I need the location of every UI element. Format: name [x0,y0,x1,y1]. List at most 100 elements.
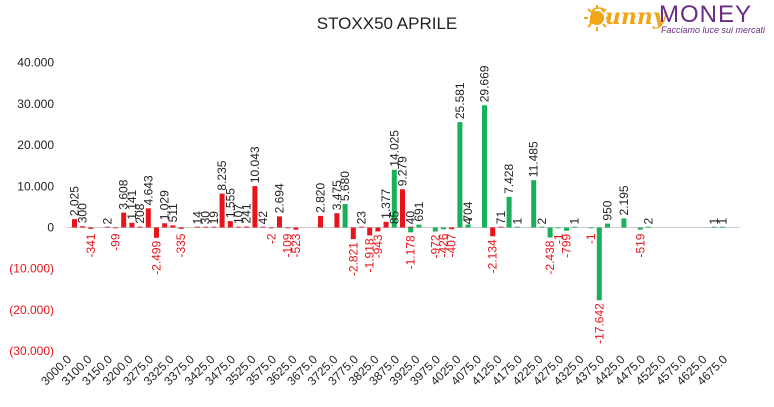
data-label: 3.608 [117,179,131,209]
data-label: 1 [510,217,524,224]
x-axis: 3000.03100.03150.03200.03275.03325.03375… [38,352,730,388]
data-label: -426 [437,233,451,257]
bar [129,222,135,228]
bar [350,227,356,240]
y-tick-label: 40.000 [17,56,54,70]
data-label: 29.669 [478,65,492,102]
bar [203,226,209,228]
data-label: 241 [240,203,254,223]
bar [391,169,397,228]
bar [113,227,118,229]
data-label: -335 [174,233,188,257]
sun-icon [584,5,610,31]
bar [441,227,446,230]
data-label: 1 [568,217,582,224]
bar [211,226,217,228]
y-tick-label: (10.000) [9,262,54,276]
data-label: -2.438 [543,240,557,274]
bar [531,180,537,228]
data-label: 691 [412,201,426,221]
bar [621,218,627,228]
bar [416,224,422,228]
data-label: -341 [84,233,98,257]
bar [646,226,651,228]
bar [195,226,200,228]
data-label: -1.918 [363,238,377,272]
data-label: -943 [371,234,385,258]
bar [572,226,578,228]
bar [154,227,159,238]
data-label: 1.141 [125,189,139,219]
data-label: -17.642 [592,303,606,344]
bar [506,196,512,228]
bar [285,227,291,229]
bar [178,227,184,229]
data-label: 950 [601,200,615,220]
data-label: -1.178 [404,235,418,269]
y-axis: 40.000 30.000 20.000 10.000 0 (10.000) (20.000… [9,56,54,358]
data-label: 2.025 [68,186,82,216]
bar [547,227,553,238]
data-label: 42 [256,211,270,225]
data-label: 23 [355,211,369,225]
data-label: 1.377 [379,188,393,218]
bar [408,226,414,228]
data-label: 3.475 [330,180,344,210]
y-tick-label: 30.000 [17,97,54,111]
bar [400,189,405,228]
y-tick-label: 20.000 [17,138,54,152]
data-label: 11.485 [527,141,541,177]
bar [252,186,258,228]
bar [539,226,545,228]
data-label: -1 [584,233,598,244]
data-label: 2 [100,217,114,224]
bar [88,227,94,229]
bar [588,227,594,229]
bar [564,227,569,231]
data-label: 1 [707,217,721,224]
bar [137,226,143,228]
data-label: 40 [404,211,418,225]
bar [449,227,455,230]
data-label: -519 [633,233,647,257]
data-label: 208 [133,203,147,223]
data-label: -1 [551,233,565,244]
data-label: 1.555 [223,188,237,218]
bar [408,227,414,233]
data-label: 4.643 [141,175,155,205]
data-label: 14.025 [387,130,401,167]
data-label: 85 [387,210,401,224]
data-label: 71 [494,211,508,225]
bar [260,226,266,228]
data-label: 300 [76,203,90,223]
bar [145,208,151,228]
bar [334,213,340,228]
data-label: 704 [461,201,475,221]
data-label: -2.499 [150,240,164,274]
chart-title: STOXX50 APRILE [316,14,458,33]
data-label: 7.428 [502,164,516,194]
bar [432,227,438,232]
data-label: -2.821 [346,242,360,276]
bar [268,227,274,229]
bar [277,216,282,228]
bar [514,226,520,228]
data-label: -799 [560,233,574,257]
bar [498,226,504,228]
bar [80,226,86,228]
bar [121,212,127,228]
brand-logo: Sunny MONEY Facciamo luce sui mercati [583,1,773,42]
bar [555,227,561,229]
logo-sunny: Sunny [589,4,666,30]
data-label: -523 [289,233,303,257]
y-tick-label: (30.000) [9,344,54,358]
bar [318,215,323,228]
data-label: 30 [199,211,213,225]
data-label: 2.195 [617,185,631,215]
data-label: 1.029 [158,190,172,220]
data-label: 2 [535,217,549,224]
data-label: 2.820 [314,183,328,213]
bar [219,193,225,228]
data-label: 2.694 [273,183,287,213]
bar [367,227,373,236]
